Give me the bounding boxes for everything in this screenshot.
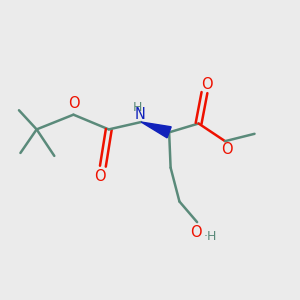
Text: O: O [202, 77, 213, 92]
Text: O: O [68, 96, 79, 111]
Text: ·H: ·H [204, 230, 217, 243]
Polygon shape [141, 122, 171, 138]
Text: O: O [221, 142, 232, 157]
Text: H: H [133, 101, 142, 114]
Text: N: N [134, 107, 145, 122]
Text: O: O [94, 169, 106, 184]
Text: O: O [190, 225, 202, 240]
